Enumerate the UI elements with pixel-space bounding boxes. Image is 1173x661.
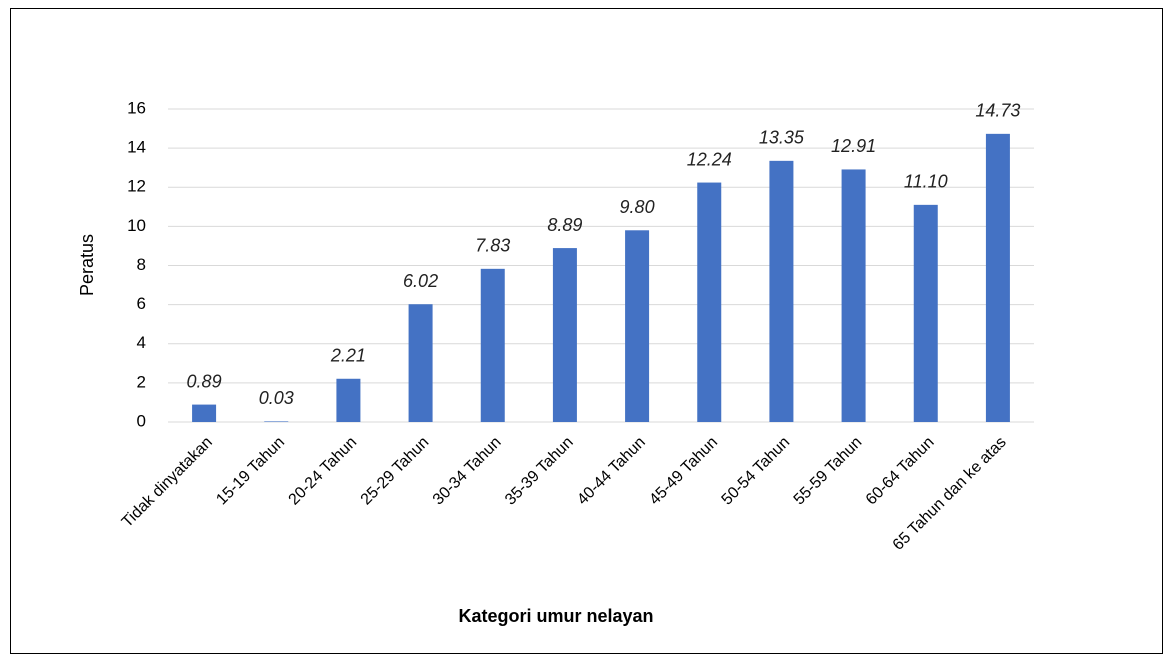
bar (625, 230, 650, 422)
value-label: 9.80 (620, 197, 655, 217)
bar (264, 421, 289, 422)
value-label: 11.10 (904, 172, 948, 192)
value-label: 13.35 (759, 128, 805, 148)
value-label: 14.73 (975, 101, 1020, 121)
bar (192, 404, 217, 422)
y-tick-label: 8 (137, 255, 146, 274)
bar (985, 133, 1010, 423)
bar (408, 304, 433, 422)
bar (697, 182, 722, 422)
y-tick-label: 16 (127, 98, 146, 117)
value-label: 0.03 (259, 388, 294, 408)
bar (480, 268, 505, 422)
value-label: 7.83 (475, 236, 510, 256)
chart-border (10, 8, 1163, 654)
y-tick-label: 4 (137, 333, 146, 352)
bar (841, 169, 866, 422)
value-label: 2.21 (330, 346, 366, 366)
y-tick-label: 0 (137, 411, 146, 430)
bar (913, 204, 938, 422)
y-tick-label: 14 (127, 138, 146, 157)
y-tick-label: 6 (137, 294, 146, 313)
value-label: 6.02 (403, 271, 438, 291)
value-label: 12.24 (687, 149, 732, 169)
value-label: 8.89 (547, 215, 582, 235)
x-axis-title: Kategori umur nelayan (458, 606, 653, 626)
bar (552, 248, 577, 422)
value-label: 12.91 (831, 136, 876, 156)
y-tick-label: 12 (127, 177, 146, 196)
y-axis-title: Peratus (77, 234, 97, 296)
value-label: 0.89 (187, 371, 222, 391)
bar (769, 160, 794, 422)
bar (336, 378, 361, 422)
y-tick-label: 10 (127, 216, 146, 235)
y-tick-label: 2 (137, 372, 146, 391)
